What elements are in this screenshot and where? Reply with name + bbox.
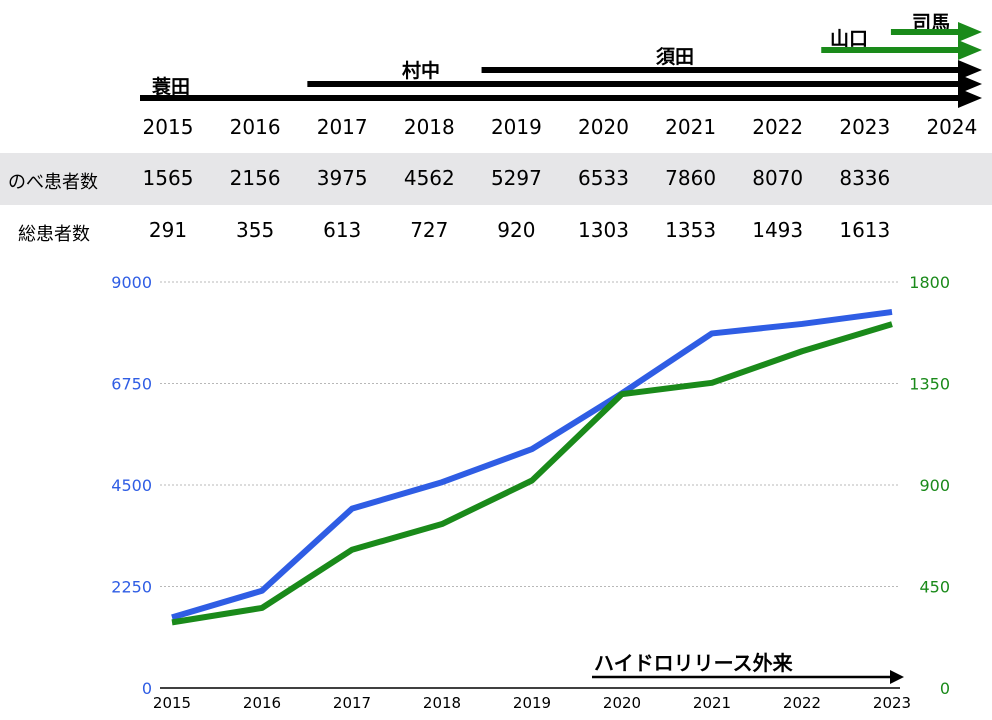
doctor-name-label: 司馬 bbox=[912, 12, 951, 34]
timeline-year-label: 2022 bbox=[752, 115, 804, 139]
table-cell: 6533 bbox=[578, 166, 629, 190]
x-tick-label: 2016 bbox=[243, 694, 281, 712]
y-left-tick-label: 4500 bbox=[111, 476, 152, 495]
timeline-year-label: 2016 bbox=[229, 115, 281, 139]
x-tick-label: 2023 bbox=[873, 694, 911, 712]
table-cell: 1303 bbox=[578, 218, 629, 242]
table-cell: 920 bbox=[497, 218, 536, 242]
y-left-tick-label: 2250 bbox=[111, 578, 152, 597]
doctor-period-arrowhead bbox=[958, 60, 982, 80]
table-cell: 355 bbox=[236, 218, 275, 242]
timeline-year-label: 2023 bbox=[839, 115, 891, 139]
y-right-tick-label: 0 bbox=[940, 679, 950, 698]
table-row-highlight bbox=[0, 153, 992, 205]
doctor-name-label: 村中 bbox=[402, 60, 441, 82]
table-row-label: 総患者数 bbox=[18, 224, 90, 245]
timeline-year-label: 2017 bbox=[316, 115, 368, 139]
x-tick-label: 2020 bbox=[603, 694, 641, 712]
doctor-period-arrowhead bbox=[958, 74, 982, 94]
doctor-name-label: 蓑田 bbox=[152, 76, 191, 98]
y-left-tick-label: 9000 bbox=[111, 273, 152, 292]
table-cell: 2156 bbox=[229, 166, 281, 190]
table-row-label: のべ患者数 bbox=[8, 172, 98, 193]
y-right-tick-label: 450 bbox=[919, 578, 950, 597]
x-tick-label: 2018 bbox=[423, 694, 461, 712]
table-cell: 5297 bbox=[490, 166, 542, 190]
table-cell: 1565 bbox=[142, 166, 194, 190]
x-tick-label: 2017 bbox=[333, 694, 371, 712]
table-cell: 1493 bbox=[752, 218, 804, 242]
doctor-period-arrowhead bbox=[958, 88, 982, 108]
y-left-tick-label: 6750 bbox=[111, 375, 152, 394]
doctor-name-label: 須田 bbox=[656, 46, 695, 68]
table-cell: 8336 bbox=[839, 166, 891, 190]
table-cell: 7860 bbox=[665, 166, 717, 190]
timeline-year-label: 2018 bbox=[403, 115, 455, 139]
table-cell: 291 bbox=[148, 218, 188, 242]
table-cell: 1613 bbox=[839, 218, 891, 242]
y-left-tick-label: 0 bbox=[142, 679, 152, 698]
timeline-year-label: 2024 bbox=[926, 115, 978, 139]
x-tick-label: 2022 bbox=[783, 694, 821, 712]
table-cell: 8070 bbox=[752, 166, 804, 190]
timeline-year-label: 2021 bbox=[665, 115, 717, 139]
table-cell: 4562 bbox=[403, 166, 455, 190]
table-cell: 3975 bbox=[316, 166, 368, 190]
x-tick-label: 2015 bbox=[153, 694, 191, 712]
doctor-period-arrowhead bbox=[958, 22, 982, 42]
table-cell: 727 bbox=[410, 218, 449, 242]
series-line-total-patients bbox=[171, 321, 893, 626]
timeline-year-label: 2019 bbox=[490, 115, 542, 139]
annotation-arrowhead bbox=[890, 670, 904, 684]
table-cell: 1353 bbox=[665, 218, 717, 242]
doctor-name-label: 山口 bbox=[830, 28, 869, 50]
doctor-period-arrowhead bbox=[958, 40, 982, 60]
timeline-year-label: 2020 bbox=[578, 115, 629, 139]
x-tick-label: 2019 bbox=[513, 694, 551, 712]
y-right-tick-label: 900 bbox=[919, 476, 950, 495]
x-tick-label: 2021 bbox=[693, 694, 731, 712]
y-right-tick-label: 1350 bbox=[909, 375, 950, 394]
timeline-year-label: 2015 bbox=[142, 115, 194, 139]
annotation-label: ハイドロリリース外来 bbox=[594, 651, 794, 675]
series-line-total-visits bbox=[171, 308, 893, 621]
table-cell: 613 bbox=[323, 218, 362, 242]
y-right-tick-label: 1800 bbox=[909, 273, 950, 292]
